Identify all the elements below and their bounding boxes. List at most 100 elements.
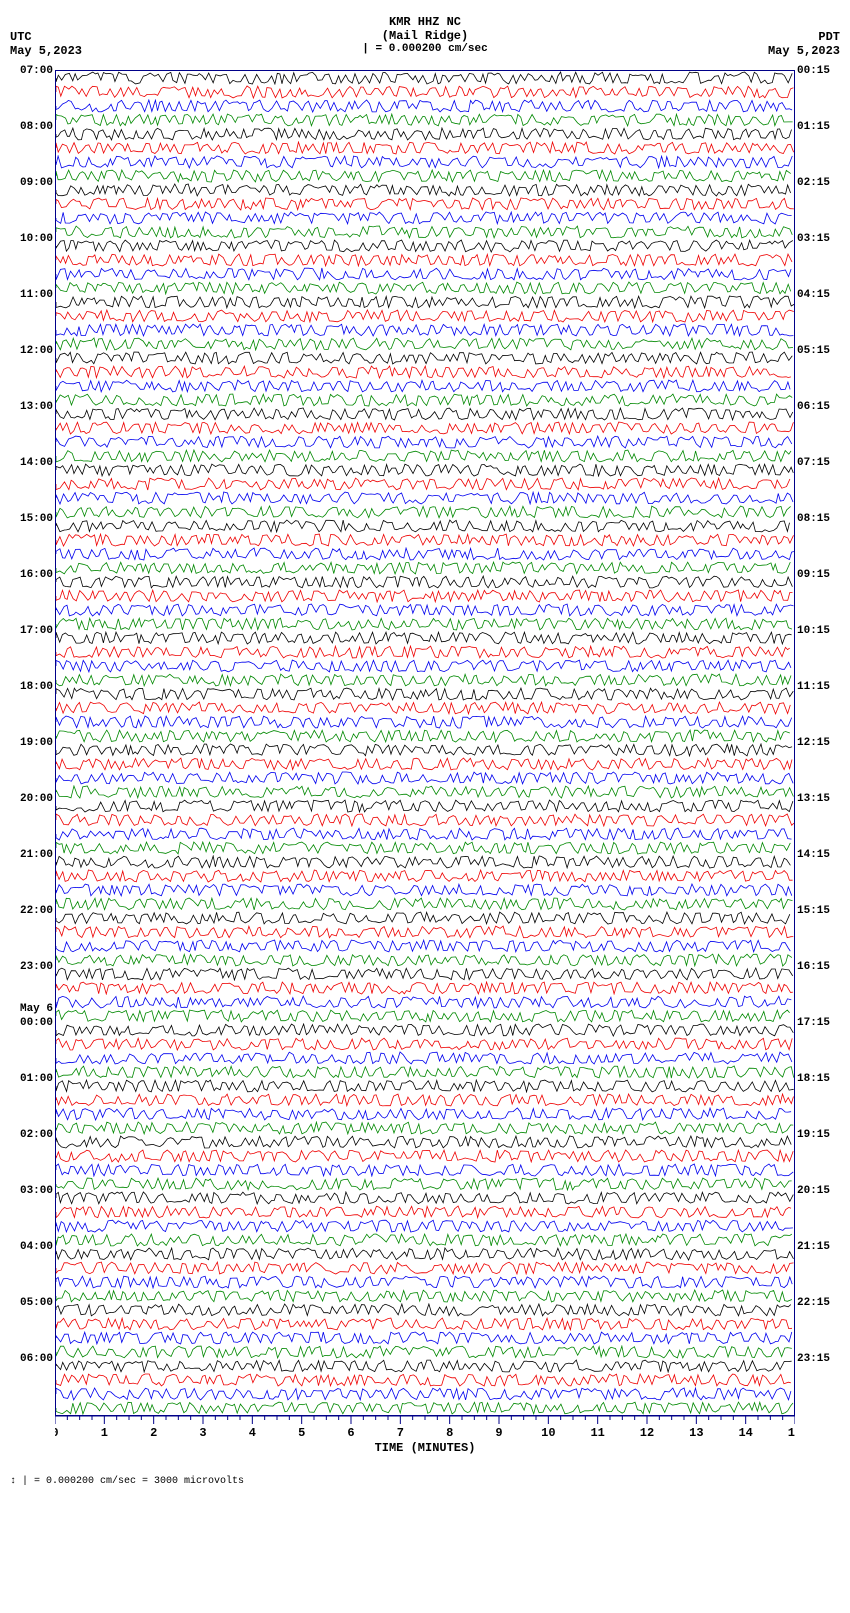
trace-row (56, 827, 794, 841)
trace-row (56, 561, 794, 575)
utc-time-label: 16:00 (20, 569, 56, 581)
trace-row (56, 505, 794, 519)
pdt-time-label: 00:15 (794, 65, 830, 77)
x-axis-label: TIME (MINUTES) (375, 1441, 476, 1455)
utc-time-label: 07:00 (20, 65, 56, 77)
trace-row (56, 1163, 794, 1177)
trace-row (56, 757, 794, 771)
station-location: (Mail Ridge) (362, 29, 487, 43)
trace-row: 04:0021:15 (56, 1247, 794, 1261)
utc-time-label: 13:00 (20, 401, 56, 413)
utc-time-label: 09:00 (20, 177, 56, 189)
pdt-time-label: 11:15 (794, 681, 830, 693)
trace-row: 06:0023:15 (56, 1359, 794, 1373)
trace-row (56, 953, 794, 967)
trace-row (56, 99, 794, 113)
trace-row (56, 1219, 794, 1233)
utc-time-label: 21:00 (20, 849, 56, 861)
pdt-time-label: 12:15 (794, 737, 830, 749)
trace-row (56, 477, 794, 491)
trace-row: 03:0020:15 (56, 1191, 794, 1205)
trace-row (56, 645, 794, 659)
tz-right: PDT (768, 30, 840, 44)
utc-time-label: 05:00 (20, 1297, 56, 1309)
trace-row (56, 617, 794, 631)
trace-row (56, 155, 794, 169)
trace-row (56, 547, 794, 561)
trace-row (56, 197, 794, 211)
pdt-time-label: 07:15 (794, 457, 830, 469)
trace-row: 01:0018:15 (56, 1079, 794, 1093)
trace-row (56, 323, 794, 337)
svg-text:12: 12 (640, 1426, 654, 1440)
trace-row (56, 1093, 794, 1107)
utc-time-label: 03:00 (20, 1185, 56, 1197)
svg-text:13: 13 (689, 1426, 703, 1440)
pdt-time-label: 10:15 (794, 625, 830, 637)
svg-text:7: 7 (397, 1426, 404, 1440)
trace-row: 05:0022:15 (56, 1303, 794, 1317)
trace-row: 15:0008:15 (56, 519, 794, 533)
trace-row (56, 1373, 794, 1387)
trace-row (56, 715, 794, 729)
day-marker: May 6 (20, 1003, 56, 1015)
trace-row (56, 729, 794, 743)
svg-text:11: 11 (590, 1426, 604, 1440)
date-left: May 5,2023 (10, 44, 82, 58)
pdt-time-label: 02:15 (794, 177, 830, 189)
utc-time-label: 18:00 (20, 681, 56, 693)
trace-row (56, 113, 794, 127)
pdt-time-label: 06:15 (794, 401, 830, 413)
pdt-time-label: 03:15 (794, 233, 830, 245)
svg-text:14: 14 (738, 1426, 752, 1440)
trace-row (56, 533, 794, 547)
scale-bar: | = 0.000200 cm/sec (362, 43, 487, 55)
pdt-time-label: 05:15 (794, 345, 830, 357)
trace-row: 14:0007:15 (56, 463, 794, 477)
trace-row: 22:0015:15 (56, 911, 794, 925)
svg-text:2: 2 (150, 1426, 157, 1440)
svg-text:6: 6 (347, 1426, 354, 1440)
pdt-time-label: 19:15 (794, 1129, 830, 1141)
trace-row (56, 1009, 794, 1023)
trace-row (56, 491, 794, 505)
trace-row (56, 673, 794, 687)
svg-text:9: 9 (495, 1426, 502, 1440)
trace-row (56, 603, 794, 617)
svg-text:15: 15 (788, 1426, 795, 1440)
x-axis: 0123456789101112131415TIME (MINUTES) (55, 1416, 795, 1456)
trace-row (56, 841, 794, 855)
trace-row (56, 1275, 794, 1289)
svg-text:4: 4 (249, 1426, 256, 1440)
trace-row (56, 701, 794, 715)
trace-row (56, 281, 794, 295)
trace-row (56, 1107, 794, 1121)
trace-row (56, 267, 794, 281)
pdt-time-label: 18:15 (794, 1073, 830, 1085)
trace-row: 02:0019:15 (56, 1135, 794, 1149)
utc-time-label: 14:00 (20, 457, 56, 469)
trace-row (56, 1317, 794, 1331)
station-code: KMR HHZ NC (362, 15, 487, 29)
trace-row: 17:0010:15 (56, 631, 794, 645)
trace-row (56, 141, 794, 155)
utc-time-label: 23:00 (20, 961, 56, 973)
trace-row (56, 1205, 794, 1219)
trace-row: 13:0006:15 (56, 407, 794, 421)
header-center: KMR HHZ NC (Mail Ridge) | = 0.000200 cm/… (362, 15, 487, 55)
svg-text:10: 10 (541, 1426, 555, 1440)
trace-row: 11:0004:15 (56, 295, 794, 309)
trace-row (56, 897, 794, 911)
svg-text:5: 5 (298, 1426, 305, 1440)
pdt-time-label: 09:15 (794, 569, 830, 581)
trace-row (56, 1149, 794, 1163)
trace-row (56, 393, 794, 407)
pdt-time-label: 15:15 (794, 905, 830, 917)
trace-row (56, 1121, 794, 1135)
utc-time-label: 15:00 (20, 513, 56, 525)
pdt-time-label: 14:15 (794, 849, 830, 861)
utc-time-label: 08:00 (20, 121, 56, 133)
tz-left: UTC (10, 30, 82, 44)
trace-row (56, 1261, 794, 1275)
trace-row (56, 169, 794, 183)
